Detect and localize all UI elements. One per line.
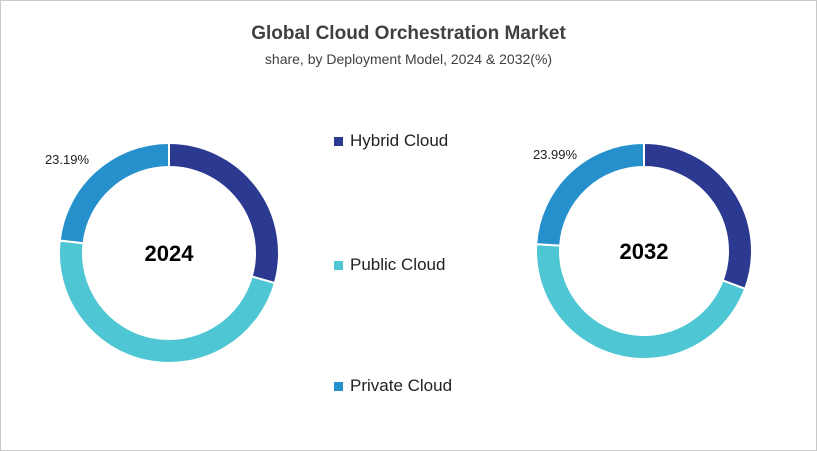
legend-item-public: Public Cloud: [334, 255, 445, 275]
center-label-2024: 2024: [145, 241, 195, 266]
chart-title: Global Cloud Orchestration Market: [251, 23, 566, 44]
data-label-private-2032: 23.99%: [533, 147, 578, 162]
donut-segment-hybrid-cloud-2032: [643, 141, 753, 291]
donut-segment-private-cloud-2032: [535, 141, 645, 247]
legend-item-private: Private Cloud: [334, 376, 452, 396]
legend-swatch-public: [334, 260, 343, 270]
legend-item-hybrid: Hybrid Cloud: [334, 131, 448, 151]
center-label-2032: 2032: [620, 239, 669, 264]
legend-label-hybrid: Hybrid Cloud: [350, 131, 449, 150]
legend-swatch-private: [334, 381, 343, 391]
legend-label-public: Public Cloud: [350, 255, 446, 274]
legend-label-private: Private Cloud: [350, 376, 453, 395]
donut-segment-private-cloud-2024: [58, 141, 170, 245]
data-label-private-2024: 23.19%: [45, 152, 90, 167]
legend-swatch-hybrid: [334, 136, 343, 146]
chart-subtitle: share, by Deployment Model, 2024 & 2032(…: [264, 51, 553, 67]
